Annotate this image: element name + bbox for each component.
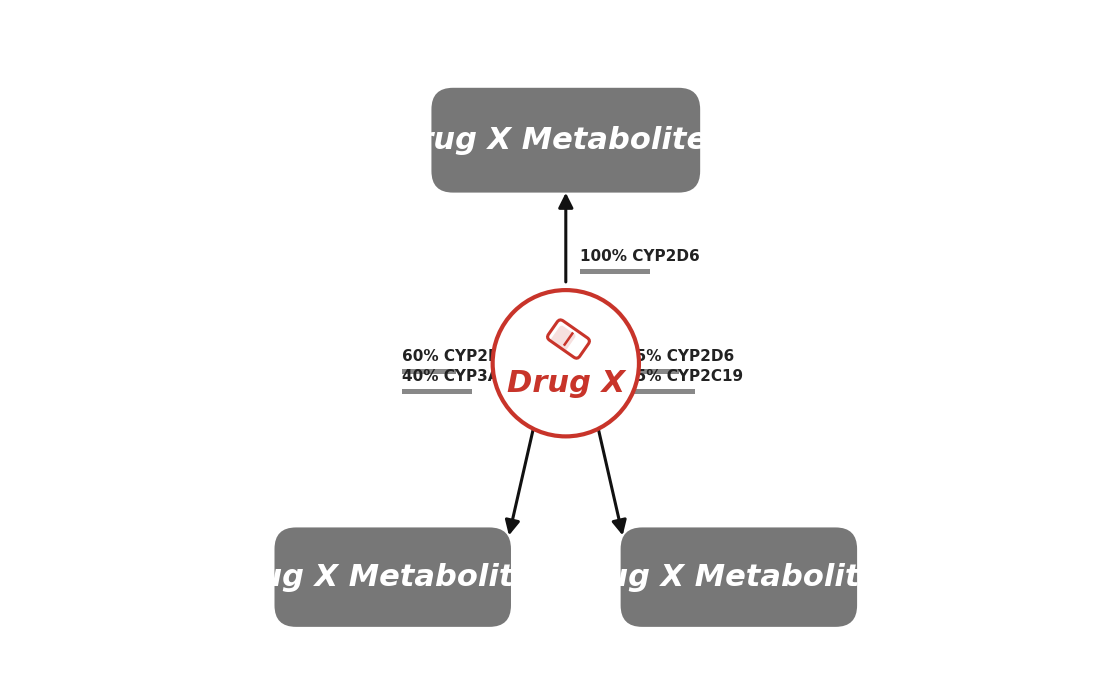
FancyBboxPatch shape <box>275 528 511 627</box>
Circle shape <box>492 290 639 436</box>
FancyBboxPatch shape <box>432 88 700 193</box>
FancyBboxPatch shape <box>402 389 471 394</box>
FancyBboxPatch shape <box>402 369 456 374</box>
Text: 40% CYP3A4: 40% CYP3A4 <box>402 369 510 384</box>
Text: Drug X Metabolite 3: Drug X Metabolite 3 <box>566 563 912 592</box>
Text: Drug X: Drug X <box>507 369 625 398</box>
FancyBboxPatch shape <box>625 389 694 394</box>
FancyBboxPatch shape <box>625 369 679 374</box>
Text: 55% CYP2C19: 55% CYP2C19 <box>625 369 743 384</box>
Text: Drug X Metabolite 1: Drug X Metabolite 1 <box>393 126 739 155</box>
FancyBboxPatch shape <box>550 325 575 351</box>
Text: 100% CYP2D6: 100% CYP2D6 <box>581 248 700 264</box>
FancyBboxPatch shape <box>581 269 650 274</box>
Text: 60% CYP2D6: 60% CYP2D6 <box>402 349 511 364</box>
Text: Drug X Metabolite 2: Drug X Metabolite 2 <box>220 563 565 592</box>
FancyBboxPatch shape <box>620 528 857 627</box>
Text: 45% CYP2D6: 45% CYP2D6 <box>625 349 734 364</box>
